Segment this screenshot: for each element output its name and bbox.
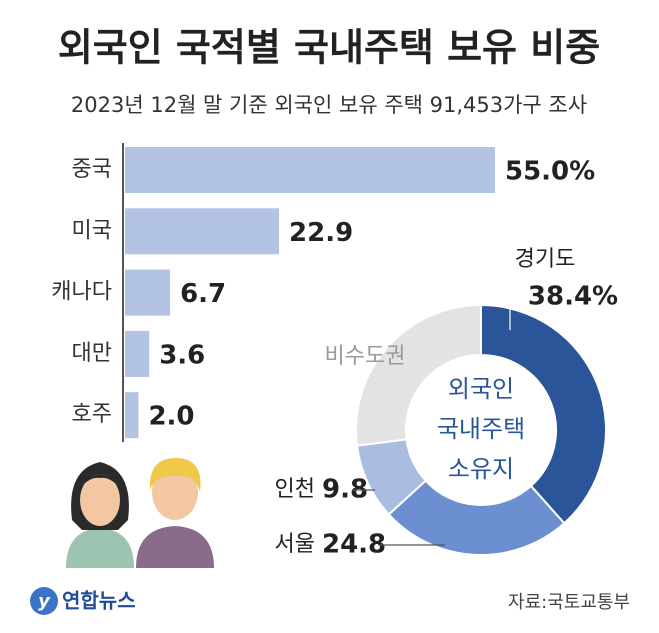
people-icon bbox=[66, 458, 214, 568]
pie-category-label: 인천 bbox=[275, 477, 315, 502]
pie-value-label: 38.4% bbox=[528, 282, 618, 312]
donut-segment bbox=[355, 303, 482, 447]
category-label: 미국 bbox=[72, 218, 112, 243]
value-label: 55.0% bbox=[505, 157, 595, 187]
value-label: 2.0 bbox=[148, 402, 194, 432]
value-label: 6.7 bbox=[180, 279, 226, 309]
pie-category-label: 비수도권 bbox=[325, 344, 406, 369]
pie-category-label: 경기도 bbox=[515, 247, 576, 272]
value-label: 22.9 bbox=[289, 218, 353, 248]
bar bbox=[125, 330, 150, 377]
bar bbox=[125, 392, 139, 439]
pie-value-label: 24.8 bbox=[322, 530, 386, 560]
title: 외국인 국적별 국내주택 보유 비중 bbox=[58, 26, 600, 70]
svg-text:y: y bbox=[38, 591, 51, 612]
category-label: 호주 bbox=[72, 402, 112, 427]
center-label: 소유지 bbox=[448, 455, 514, 483]
center-label: 외국인 bbox=[448, 375, 514, 403]
pie-category-label: 서울 bbox=[275, 532, 315, 557]
category-label: 캐나다 bbox=[51, 280, 112, 305]
donut-segment bbox=[480, 303, 607, 525]
logo: 연합뉴스 bbox=[62, 589, 136, 613]
bar bbox=[125, 147, 495, 193]
source: 자료:국토교통부 bbox=[508, 592, 630, 613]
center-label: 국내주택 bbox=[437, 415, 525, 443]
subtitle: 2023년 12월 말 기준 외국인 보유 주택 91,453가구 조사 bbox=[71, 93, 587, 117]
category-label: 대만 bbox=[72, 341, 112, 366]
logo-icon: y bbox=[30, 587, 58, 615]
category-label: 중국 bbox=[72, 157, 112, 182]
value-label: 3.6 bbox=[159, 340, 205, 370]
bar bbox=[125, 208, 280, 255]
bar bbox=[125, 269, 171, 316]
